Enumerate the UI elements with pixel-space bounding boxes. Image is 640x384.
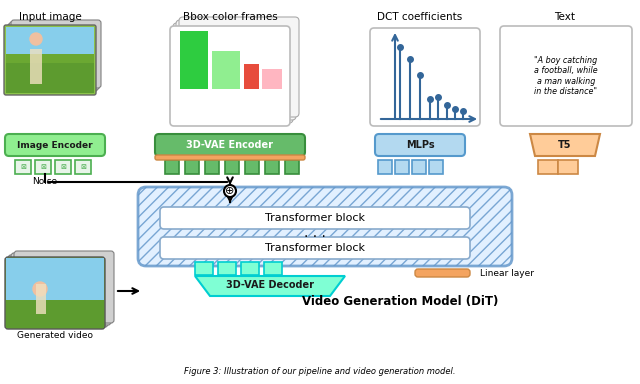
FancyBboxPatch shape [5,257,105,329]
Text: DCT coefficients: DCT coefficients [378,12,463,22]
Bar [429,160,443,174]
Bar [241,262,259,275]
Text: Transformer block: Transformer block [265,243,365,253]
Bar [218,262,236,275]
Bar [225,160,239,174]
Circle shape [30,33,42,45]
Text: Generated video: Generated video [17,331,93,340]
FancyBboxPatch shape [8,255,108,327]
FancyBboxPatch shape [5,134,105,156]
Bar [6,258,104,328]
Bar [212,51,240,89]
Polygon shape [530,134,600,156]
Bar [165,160,179,174]
Bar [185,160,199,174]
FancyBboxPatch shape [160,207,470,229]
FancyBboxPatch shape [500,26,632,126]
Bar [244,64,259,89]
Bar [15,160,31,174]
Bar [180,31,208,89]
Text: Input image: Input image [19,12,81,22]
Text: Figure 3: Illustration of our pipeline and video generation model.: Figure 3: Illustration of our pipeline a… [184,367,456,376]
FancyBboxPatch shape [155,155,305,160]
Text: T5: T5 [558,140,572,150]
Text: MLPs: MLPs [406,140,435,150]
Bar [6,27,94,93]
Bar [6,300,104,328]
Bar [195,262,213,275]
FancyBboxPatch shape [170,26,290,126]
Text: Bbox color frames: Bbox color frames [182,12,277,22]
Circle shape [33,282,47,296]
Text: ⊕: ⊕ [225,186,235,196]
FancyBboxPatch shape [7,24,97,92]
Text: Transformer block: Transformer block [265,213,365,223]
Bar [6,63,94,93]
Bar [412,160,426,174]
FancyBboxPatch shape [138,187,512,266]
Bar [6,27,94,54]
Text: · · ·: · · · [304,230,326,244]
Bar [558,160,578,174]
Polygon shape [195,276,345,296]
FancyBboxPatch shape [14,251,114,323]
Text: ⊠: ⊠ [80,164,86,170]
Bar [265,160,279,174]
FancyBboxPatch shape [370,28,480,126]
Text: ⊠: ⊠ [20,164,26,170]
Bar [395,160,409,174]
Text: Image Encoder: Image Encoder [17,141,93,149]
Bar [35,160,51,174]
Text: Noise: Noise [33,177,58,186]
FancyBboxPatch shape [11,253,111,325]
Text: 3D-VAE Decoder: 3D-VAE Decoder [226,280,314,290]
FancyBboxPatch shape [155,134,305,156]
Bar [205,160,219,174]
Text: ⊠: ⊠ [60,164,66,170]
FancyBboxPatch shape [9,22,99,90]
FancyBboxPatch shape [4,25,96,95]
Bar [245,160,259,174]
Bar [262,69,282,89]
Text: "A boy catching
a football, while
a man walking
in the distance": "A boy catching a football, while a man … [534,56,598,96]
FancyBboxPatch shape [173,23,293,123]
Bar [55,160,71,174]
FancyBboxPatch shape [415,269,470,277]
FancyBboxPatch shape [11,20,101,88]
Text: 3D-VAE Encoder: 3D-VAE Encoder [186,140,273,150]
Bar [75,160,91,174]
FancyBboxPatch shape [160,237,470,259]
Text: ⊠: ⊠ [40,164,46,170]
Text: Video Generation Model (DiT): Video Generation Model (DiT) [302,295,498,308]
Bar [378,160,392,174]
FancyBboxPatch shape [375,134,465,156]
Bar [264,262,282,275]
FancyBboxPatch shape [179,17,299,117]
Text: Linear layer: Linear layer [480,268,534,278]
Text: Text: Text [554,12,575,22]
Bar [36,284,46,314]
Circle shape [224,185,236,197]
Bar [285,160,299,174]
Bar [30,49,42,84]
Bar [538,160,558,174]
FancyBboxPatch shape [176,20,296,120]
